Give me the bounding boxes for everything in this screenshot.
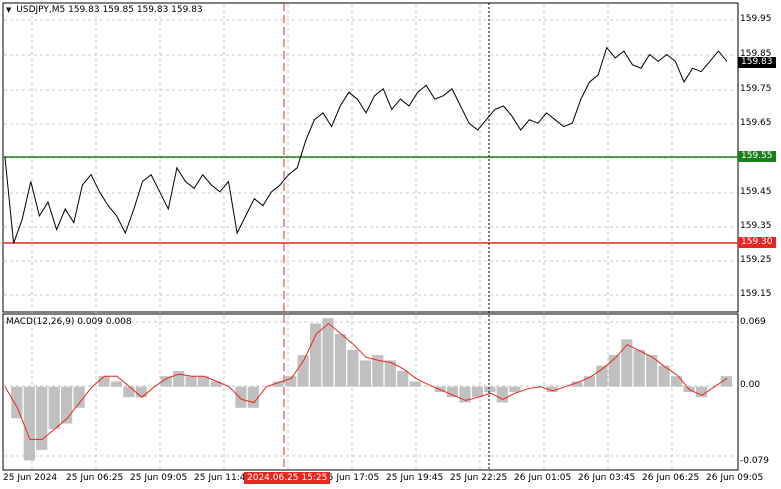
time-tick: 25 Jun 17:05 xyxy=(322,473,380,483)
macd-signal-line xyxy=(4,322,728,440)
macd-bar xyxy=(608,355,620,387)
macd-bar xyxy=(123,386,135,398)
symbol-header: ▼ USDJPY,M5 159.83 159.85 159.83 159.83 xyxy=(6,5,203,15)
macd-pane[interactable] xyxy=(2,313,739,471)
macd-bar xyxy=(409,381,421,387)
macd-bar xyxy=(484,386,496,392)
macd-bar xyxy=(61,386,73,424)
macd-bar xyxy=(384,360,396,387)
macd-tick: -0.079 xyxy=(740,456,770,466)
macd-bar xyxy=(247,386,259,408)
macd-tick: 0.00 xyxy=(740,380,761,390)
macd-bar xyxy=(48,386,60,429)
macd-bar xyxy=(334,334,347,387)
macd-tick: 0.069 xyxy=(740,317,766,327)
green-level-tag: 159.55 xyxy=(738,151,776,162)
macd-bar xyxy=(11,386,23,419)
macd-header: MACD(12,26,9) 0.009 0.008 xyxy=(6,317,132,327)
price-tick: 159.65 xyxy=(740,118,772,128)
price-line xyxy=(4,46,728,244)
time-tick: 26 Jun 03:45 xyxy=(578,473,636,483)
symbol-label: USDJPY,M5 xyxy=(16,5,66,15)
macd-bar xyxy=(98,376,110,387)
price-tick: 159.25 xyxy=(740,255,772,265)
macd-bar xyxy=(695,386,708,398)
time-tick: 25 Jun 2024 xyxy=(3,473,58,483)
macd-bar xyxy=(397,370,409,387)
macd-bar xyxy=(471,386,483,398)
macd-bar xyxy=(285,376,297,387)
macd-bar xyxy=(646,355,658,387)
macd-bar xyxy=(596,365,608,387)
macd-bar xyxy=(347,349,359,387)
macd-bar xyxy=(446,386,459,398)
grid-lines xyxy=(4,4,736,469)
macd-bar xyxy=(583,376,595,387)
macd-bar xyxy=(546,386,558,392)
macd-bar xyxy=(297,355,309,387)
price-tick: 159.75 xyxy=(740,84,772,94)
macd-bar xyxy=(173,370,185,387)
macd-bar xyxy=(135,386,147,398)
macd-bar xyxy=(372,355,384,387)
macd-histogram xyxy=(11,318,732,461)
macd-bar xyxy=(720,376,732,387)
macd-bar xyxy=(36,386,48,450)
price-tick: 159.35 xyxy=(740,221,772,231)
macd-bar xyxy=(272,381,284,387)
price-tick: 159.15 xyxy=(740,289,772,299)
macd-bar xyxy=(322,318,334,387)
macd-bar xyxy=(509,386,521,392)
time-tick: 26 Jun 01:05 xyxy=(514,473,572,483)
current-price-tag: 159.83 xyxy=(738,57,776,68)
macd-bar xyxy=(621,339,633,387)
price-tick: 159.45 xyxy=(740,187,772,197)
macd-bar xyxy=(73,386,85,408)
red-level-tag: 159.30 xyxy=(738,237,776,248)
macd-bar xyxy=(23,386,35,461)
macd-bar xyxy=(160,376,172,387)
macd-label: MACD(12,26,9) xyxy=(6,317,75,327)
macd-bar xyxy=(459,386,471,403)
time-tick: 25 Jun 22:25 xyxy=(450,473,508,483)
time-tick: 26 Jun 09:05 xyxy=(706,473,764,483)
macd-bar xyxy=(235,386,247,408)
macd-bar xyxy=(633,349,645,387)
macd-values: 0.009 0.008 xyxy=(77,317,132,327)
price-tick: 159.85 xyxy=(740,49,772,59)
macd-bar xyxy=(671,376,683,387)
macd-bar xyxy=(210,381,222,387)
macd-bar xyxy=(359,360,371,387)
time-tick: 25 Jun 09:05 xyxy=(130,473,188,483)
macd-bar xyxy=(185,376,197,387)
price-tick: 159.95 xyxy=(740,14,772,24)
macd-bar xyxy=(571,381,583,387)
macd-bar xyxy=(496,386,508,403)
macd-bar xyxy=(197,376,210,387)
time-tick: 25 Jun 11:45 xyxy=(194,473,252,483)
marker-time-tag: 2024.06.25 15:25 xyxy=(244,472,331,484)
macd-bar xyxy=(110,381,122,387)
macd-bar xyxy=(310,323,322,387)
macd-bar xyxy=(658,365,670,387)
time-tick: 25 Jun 19:45 xyxy=(386,473,444,483)
ohlc-values: 159.83 159.85 159.83 159.83 xyxy=(68,5,203,15)
collapse-arrow-icon[interactable]: ▼ xyxy=(6,6,12,14)
time-tick: 26 Jun 06:25 xyxy=(642,473,700,483)
time-tick: 25 Jun 06:25 xyxy=(66,473,124,483)
